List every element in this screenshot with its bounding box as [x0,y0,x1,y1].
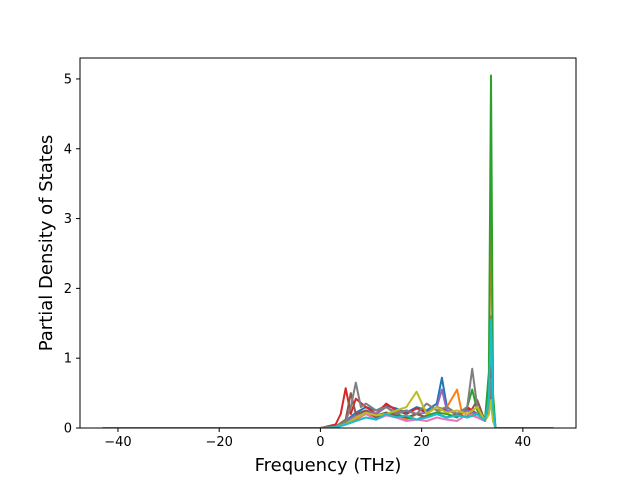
y-tick-label: 0 [64,422,72,437]
x-tick-label: −40 [104,435,131,450]
y-tick-label: 4 [64,142,72,157]
series-line-9 [102,390,554,428]
x-tick-label: 0 [316,435,324,450]
y-tick-label: 1 [64,352,72,367]
x-tick-label: 20 [413,435,430,450]
x-axis-ticks: −40 −20 0 20 40 [104,428,531,450]
y-tick-label: 5 [64,72,72,87]
x-tick-label: −20 [205,435,232,450]
y-axis-label: Partial Density of States [36,135,57,352]
x-tick-label: 40 [515,435,532,450]
series-line-8 [102,367,554,428]
series-layer [102,74,554,428]
plot-frame [79,57,577,429]
y-axis-ticks: 0 1 2 3 4 5 [64,72,80,437]
series-line-10 [102,318,554,428]
y-tick-label: 3 [64,212,72,227]
y-tick-label: 2 [64,282,72,297]
x-axis-label: Frequency (THz) [255,455,402,476]
